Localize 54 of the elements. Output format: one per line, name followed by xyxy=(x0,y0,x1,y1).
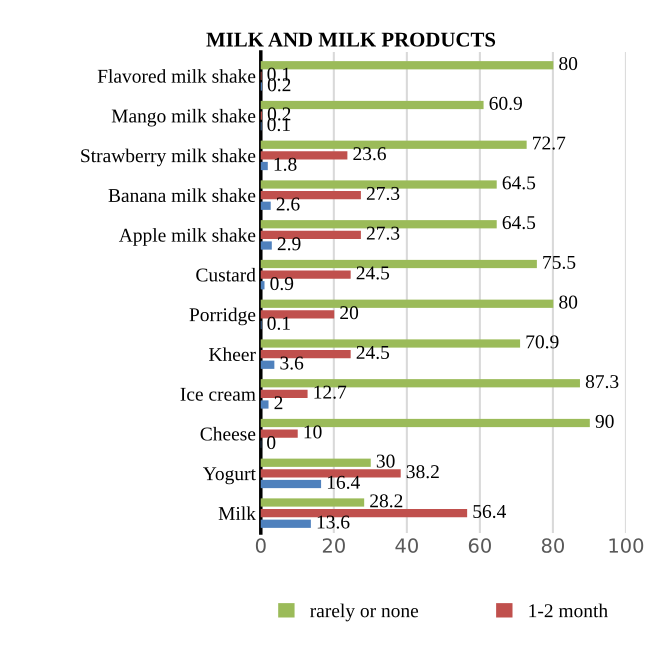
data-label: 24.5 xyxy=(356,346,390,360)
data-label: 23.6 xyxy=(353,147,386,160)
data-label: 13.6 xyxy=(318,516,350,529)
y-tick-label: Custard xyxy=(196,268,256,282)
x-tick-label: 40 xyxy=(395,538,418,553)
data-label: 0.1 xyxy=(267,316,290,330)
y-tick-label: Porridge xyxy=(190,308,256,326)
data-label: 0.9 xyxy=(270,276,294,290)
x-tick-label: 0 xyxy=(256,538,266,553)
data-label: 64.5 xyxy=(502,216,536,230)
y-tick-label: Kheer xyxy=(208,347,256,362)
x-tick-label: 20 xyxy=(322,538,345,553)
data-label: 27.3 xyxy=(366,226,400,240)
data-label: 2.6 xyxy=(276,198,300,211)
y-tick-label: Yogurt xyxy=(203,467,256,484)
data-label: 75.5 xyxy=(543,256,576,269)
legend-label: 1-2 month xyxy=(529,604,608,618)
y-tick-label: Cheese xyxy=(200,426,256,441)
y-tick-label: Mango milk shake xyxy=(112,108,256,127)
y-tick-label: Milk xyxy=(218,506,256,520)
data-label: 80 xyxy=(559,56,578,70)
x-tick-label: 60 xyxy=(468,538,491,553)
x-tick-label: 100 xyxy=(610,538,644,553)
chart-title: MILK AND MILK PRODUCTS xyxy=(206,32,496,47)
y-tick-label: Apple milk shake xyxy=(118,228,256,246)
data-label: 12.7 xyxy=(314,386,346,399)
y-tick-label: Ice cream xyxy=(180,388,256,401)
data-label: 72.7 xyxy=(533,136,566,150)
data-label: 10 xyxy=(304,425,322,438)
data-label: 27.3 xyxy=(366,186,400,200)
data-label: 16.4 xyxy=(328,476,360,489)
data-label: 2 xyxy=(274,396,282,410)
data-label: 70.9 xyxy=(526,335,558,348)
data-label: 30 xyxy=(376,454,395,468)
legend-label: rarely or none xyxy=(310,604,418,622)
data-label: 64.5 xyxy=(502,176,536,190)
y-tick-label: Banana milk shake xyxy=(108,188,256,202)
data-label: 90 xyxy=(596,414,614,428)
data-label: 3.6 xyxy=(280,356,304,370)
data-label: 2.9 xyxy=(278,237,300,250)
data-label: 56.4 xyxy=(473,504,506,518)
data-label: 0.2 xyxy=(268,107,290,121)
data-label: 20 xyxy=(340,306,358,320)
data-label: 38.2 xyxy=(406,465,439,478)
y-tick-label: Flavored milk shake xyxy=(98,69,256,83)
x-tick-label: 80 xyxy=(542,538,564,553)
data-label: 0 xyxy=(267,436,276,450)
data-label: 1.8 xyxy=(274,158,296,171)
data-label: 60.9 xyxy=(490,96,522,110)
data-label: 80 xyxy=(559,296,578,309)
data-label: 28.2 xyxy=(370,494,402,508)
y-tick-label: Strawberry milk shake xyxy=(81,148,256,166)
data-label: 87.3 xyxy=(586,375,618,388)
data-label: 24.5 xyxy=(356,266,390,280)
